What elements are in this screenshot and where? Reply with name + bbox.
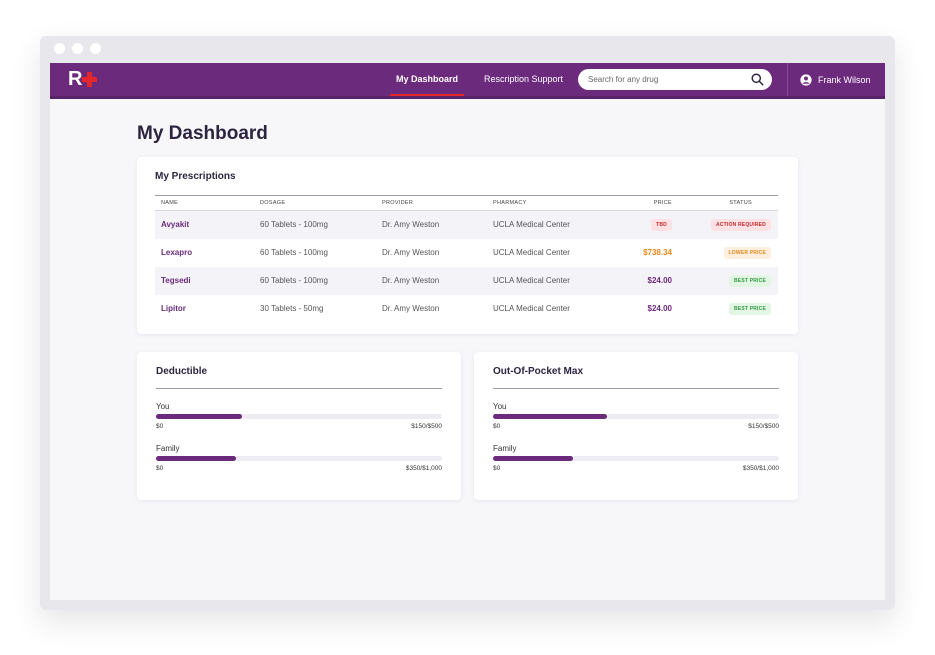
table-row[interactable]: Tegsedi 60 Tablets - 100mg Dr. Amy Westo… (155, 267, 778, 295)
progress-fill (156, 456, 237, 461)
meter-label: Family (156, 444, 180, 453)
column-header-price: PRICE (653, 200, 672, 206)
table-header: NAME DOSAGE PROVIDER PHARMACY PRICE STAT… (155, 195, 778, 211)
drug-name[interactable]: Tegsedi (161, 276, 191, 285)
divider (493, 388, 779, 389)
progress-track (493, 414, 779, 419)
column-header-name: NAME (161, 200, 179, 206)
table-body: Avyakit 60 Tablets - 100mg Dr. Amy Westo… (155, 211, 778, 323)
status-badge[interactable]: BEST PRICE (728, 303, 771, 315)
drug-name[interactable]: Lipitor (161, 304, 186, 313)
app-viewport: R My Dashboard Rescription Support (50, 63, 885, 600)
status-badge[interactable]: BEST PRICE (728, 275, 771, 287)
meter-min: $0 (156, 465, 164, 472)
drug-provider: Dr. Amy Weston (382, 304, 440, 313)
meter-max: $150/$500 (748, 423, 779, 430)
meter-max: $350/$1,000 (742, 465, 779, 472)
divider (156, 388, 442, 389)
drug-provider: Dr. Amy Weston (382, 248, 440, 257)
drug-provider: Dr. Amy Weston (382, 220, 440, 229)
out-of-pocket-card: Out-Of-Pocket Max You $0 $150/$500 Famil… (474, 352, 798, 500)
out-of-pocket-family-meter: Family $0 $350/$1,000 (493, 444, 779, 478)
drug-price: $24.00 (647, 276, 672, 285)
deductible-you-meter: You $0 $150/$500 (156, 402, 442, 436)
logo-plus-icon (82, 71, 98, 87)
search-input[interactable] (588, 73, 743, 86)
price-badge-tbd: TBD (651, 219, 672, 231)
table-row[interactable]: Lexapro 60 Tablets - 100mg Dr. Amy Westo… (155, 239, 778, 267)
out-of-pocket-title: Out-Of-Pocket Max (493, 366, 584, 377)
meter-label: Family (493, 444, 517, 453)
user-menu[interactable]: Frank Wilson (800, 63, 871, 96)
window-dot-close[interactable] (54, 43, 65, 54)
meter-max: $350/$1,000 (405, 465, 442, 472)
prescriptions-card: My Prescriptions NAME DOSAGE PROVIDER PH… (137, 157, 798, 334)
prescriptions-title: My Prescriptions (155, 171, 236, 182)
column-header-provider: PROVIDER (382, 200, 414, 206)
meter-max: $150/$500 (411, 423, 442, 430)
drug-price: $24.00 (647, 304, 672, 313)
meter-label: You (156, 402, 170, 411)
drug-dosage: 60 Tablets - 100mg (260, 276, 328, 285)
nav-link-rescription-support[interactable]: Rescription Support (484, 74, 564, 84)
table-row[interactable]: Avyakit 60 Tablets - 100mg Dr. Amy Westo… (155, 211, 778, 239)
nav-link-my-dashboard[interactable]: My Dashboard (389, 63, 465, 96)
deductible-card: Deductible You $0 $150/$500 Family $0 $3… (137, 352, 461, 500)
drug-provider: Dr. Amy Weston (382, 276, 440, 285)
window-dot-maximize[interactable] (90, 43, 101, 54)
window-dot-minimize[interactable] (72, 43, 83, 54)
progress-fill (493, 456, 574, 461)
status-badge[interactable]: LOWER PRICE (723, 247, 771, 259)
drug-price: $738.34 (643, 248, 672, 257)
column-header-pharmacy: PHARMACY (493, 200, 527, 206)
out-of-pocket-you-meter: You $0 $150/$500 (493, 402, 779, 436)
logo-letter: R (68, 68, 82, 90)
window-controls (54, 43, 101, 54)
column-header-dosage: DOSAGE (260, 200, 286, 206)
user-name: Frank Wilson (818, 74, 871, 85)
deductible-title: Deductible (156, 366, 208, 377)
progress-track (156, 456, 442, 461)
meter-min: $0 (156, 423, 164, 430)
progress-fill (156, 414, 242, 419)
meter-min: $0 (493, 423, 501, 430)
drug-dosage: 30 Tablets - 50mg (260, 304, 324, 313)
progress-track (156, 414, 442, 419)
drug-pharmacy: UCLA Medical Center (493, 304, 570, 313)
progress-track (493, 456, 779, 461)
search-icon[interactable] (751, 73, 764, 86)
drug-pharmacy: UCLA Medical Center (493, 276, 570, 285)
drug-dosage: 60 Tablets - 100mg (260, 248, 328, 257)
drug-dosage: 60 Tablets - 100mg (260, 220, 328, 229)
meter-label: You (493, 402, 507, 411)
user-avatar-icon (800, 73, 812, 86)
top-navbar: R My Dashboard Rescription Support (50, 63, 885, 99)
table-row[interactable]: Lipitor 30 Tablets - 50mg Dr. Amy Weston… (155, 295, 778, 323)
drug-pharmacy: UCLA Medical Center (493, 220, 570, 229)
column-header-status: STATUS (729, 200, 752, 206)
drug-name[interactable]: Lexapro (161, 248, 193, 257)
prescriptions-table: NAME DOSAGE PROVIDER PHARMACY PRICE STAT… (155, 195, 778, 323)
status-badge[interactable]: ACTION REQUIRED (711, 219, 771, 231)
browser-window: R My Dashboard Rescription Support (40, 36, 895, 610)
drug-pharmacy: UCLA Medical Center (493, 248, 570, 257)
deductible-family-meter: Family $0 $350/$1,000 (156, 444, 442, 478)
search-box (578, 69, 772, 90)
page-title: My Dashboard (137, 123, 268, 144)
logo[interactable]: R (68, 68, 98, 90)
meter-min: $0 (493, 465, 501, 472)
nav-divider (787, 63, 788, 96)
progress-fill (493, 414, 608, 419)
drug-name[interactable]: Avyakit (161, 220, 190, 229)
